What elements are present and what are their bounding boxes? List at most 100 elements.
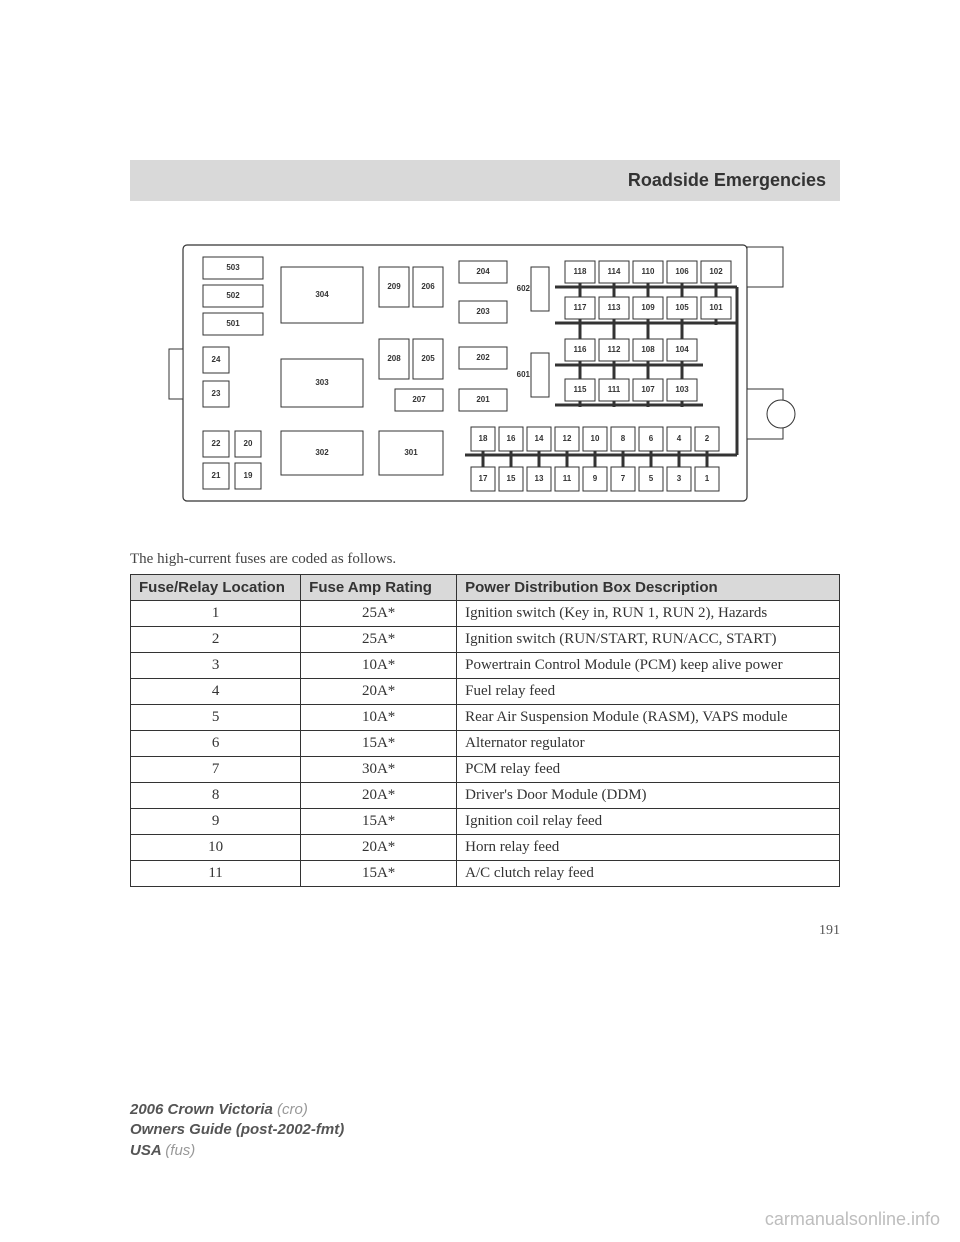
table-cell: 8 — [131, 783, 301, 809]
svg-text:11: 11 — [563, 474, 572, 483]
svg-text:4: 4 — [677, 434, 682, 443]
svg-text:203: 203 — [476, 307, 490, 316]
table-row: 615A*Alternator regulator — [131, 731, 840, 757]
table-cell: A/C clutch relay feed — [457, 861, 840, 887]
table-cell: Ignition switch (RUN/START, RUN/ACC, STA… — [457, 627, 840, 653]
svg-text:101: 101 — [709, 303, 723, 312]
svg-text:502: 502 — [226, 291, 240, 300]
svg-text:24: 24 — [212, 355, 221, 364]
table-cell: 3 — [131, 653, 301, 679]
table-cell: Ignition coil relay feed — [457, 809, 840, 835]
svg-text:209: 209 — [387, 282, 401, 291]
svg-text:13: 13 — [535, 474, 544, 483]
table-cell: 20A* — [301, 835, 457, 861]
svg-text:23: 23 — [212, 389, 221, 398]
svg-text:117: 117 — [574, 303, 587, 312]
col-header-location: Fuse/Relay Location — [131, 575, 301, 601]
table-cell: 10 — [131, 835, 301, 861]
table-cell: 25A* — [301, 627, 457, 653]
footer-region: USA — [130, 1142, 165, 1159]
page-number: 191 — [130, 923, 840, 939]
table-cell: 4 — [131, 679, 301, 705]
table-row: 915A*Ignition coil relay feed — [131, 809, 840, 835]
svg-text:22: 22 — [212, 439, 221, 448]
svg-text:201: 201 — [476, 395, 490, 404]
svg-text:106: 106 — [675, 267, 689, 276]
table-cell: 10A* — [301, 705, 457, 731]
svg-text:8: 8 — [621, 434, 626, 443]
svg-text:6: 6 — [649, 434, 654, 443]
svg-text:501: 501 — [226, 319, 240, 328]
svg-text:15: 15 — [507, 474, 516, 483]
footer-guide: Owners Guide (post-2002-fmt) — [130, 1121, 344, 1138]
svg-text:7: 7 — [621, 474, 626, 483]
fusebox-diagram: 5035025013043033022092062082052073012042… — [145, 239, 825, 515]
svg-text:107: 107 — [641, 385, 655, 394]
table-cell: 15A* — [301, 809, 457, 835]
table-row: 1020A*Horn relay feed — [131, 835, 840, 861]
footer-model: 2006 Crown Victoria — [130, 1101, 277, 1118]
table-row: 730A*PCM relay feed — [131, 757, 840, 783]
table-row: 225A*Ignition switch (RUN/START, RUN/ACC… — [131, 627, 840, 653]
page-footer: 2006 Crown Victoria (cro) Owners Guide (… — [130, 1100, 344, 1161]
table-cell: Alternator regulator — [457, 731, 840, 757]
table-cell: 20A* — [301, 783, 457, 809]
table-cell: 30A* — [301, 757, 457, 783]
footer-model-code: (cro) — [277, 1101, 308, 1118]
svg-text:118: 118 — [574, 267, 587, 276]
table-cell: PCM relay feed — [457, 757, 840, 783]
table-cell: 9 — [131, 809, 301, 835]
table-cell: 10A* — [301, 653, 457, 679]
svg-text:20: 20 — [244, 439, 253, 448]
table-cell: Horn relay feed — [457, 835, 840, 861]
svg-text:103: 103 — [675, 385, 689, 394]
svg-text:18: 18 — [479, 434, 488, 443]
intro-text: The high-current fuses are coded as foll… — [130, 551, 840, 568]
table-cell: Ignition switch (Key in, RUN 1, RUN 2), … — [457, 601, 840, 627]
table-cell: Fuel relay feed — [457, 679, 840, 705]
table-cell: 7 — [131, 757, 301, 783]
svg-text:111: 111 — [608, 385, 621, 394]
svg-text:206: 206 — [421, 282, 435, 291]
svg-text:104: 104 — [675, 345, 689, 354]
svg-text:3: 3 — [677, 474, 682, 483]
table-cell: Driver's Door Module (DDM) — [457, 783, 840, 809]
svg-text:9: 9 — [593, 474, 598, 483]
svg-text:303: 303 — [315, 378, 329, 387]
svg-text:16: 16 — [507, 434, 516, 443]
svg-text:113: 113 — [608, 303, 621, 312]
svg-text:112: 112 — [608, 345, 621, 354]
table-cell: 25A* — [301, 601, 457, 627]
table-cell: 2 — [131, 627, 301, 653]
table-cell: 6 — [131, 731, 301, 757]
table-cell: 1 — [131, 601, 301, 627]
svg-text:10: 10 — [591, 434, 600, 443]
col-header-desc: Power Distribution Box Description — [457, 575, 840, 601]
svg-text:2: 2 — [705, 434, 710, 443]
svg-text:205: 205 — [421, 354, 435, 363]
table-row: 1115A*A/C clutch relay feed — [131, 861, 840, 887]
svg-text:602: 602 — [517, 284, 531, 293]
svg-text:105: 105 — [675, 303, 689, 312]
svg-text:115: 115 — [574, 385, 587, 394]
svg-text:202: 202 — [476, 353, 490, 362]
svg-text:304: 304 — [315, 290, 329, 299]
svg-text:207: 207 — [412, 395, 426, 404]
col-header-amp: Fuse Amp Rating — [301, 575, 457, 601]
svg-text:116: 116 — [574, 345, 587, 354]
table-cell: Rear Air Suspension Module (RASM), VAPS … — [457, 705, 840, 731]
svg-text:301: 301 — [404, 448, 418, 457]
section-title: Roadside Emergencies — [628, 170, 826, 190]
svg-text:19: 19 — [244, 471, 253, 480]
table-cell: 5 — [131, 705, 301, 731]
svg-text:102: 102 — [709, 267, 723, 276]
svg-text:302: 302 — [315, 448, 329, 457]
svg-text:503: 503 — [226, 263, 240, 272]
svg-text:601: 601 — [517, 370, 531, 379]
table-row: 310A*Powertrain Control Module (PCM) kee… — [131, 653, 840, 679]
svg-text:114: 114 — [608, 267, 621, 276]
table-cell: 15A* — [301, 731, 457, 757]
svg-text:12: 12 — [563, 434, 572, 443]
watermark: carmanualsonline.info — [765, 1209, 940, 1230]
svg-text:21: 21 — [212, 471, 221, 480]
